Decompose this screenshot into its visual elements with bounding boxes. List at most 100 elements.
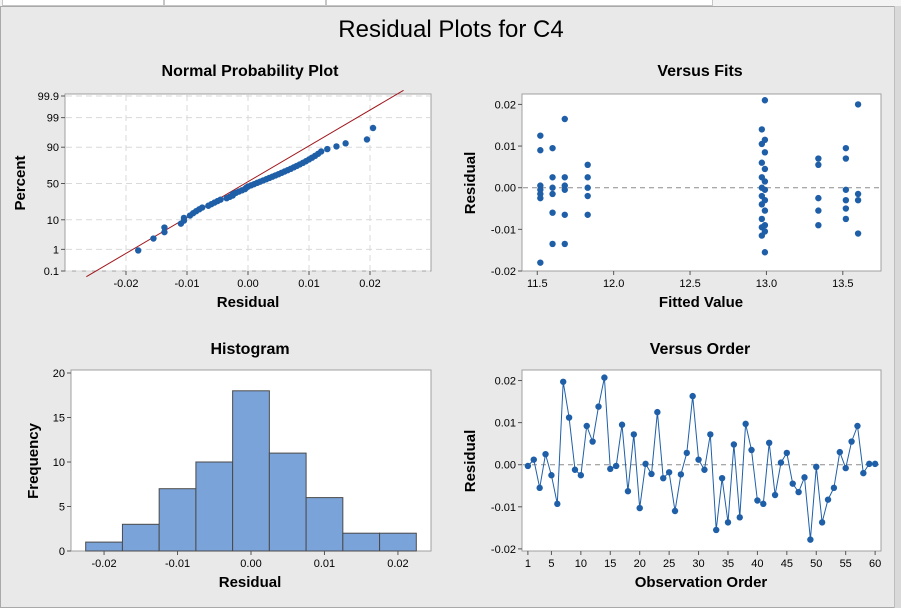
fits-plot-point	[854, 197, 862, 204]
order-plot-point	[718, 474, 726, 482]
versus-order-plot: Versus Order 1 5 10 15 20 25 30 35 40 45 50 55 60 -0…	[462, 341, 882, 591]
histogram-bar	[121, 523, 160, 552]
order-plot-point	[830, 484, 838, 492]
order-y-tick-label: -0.02	[491, 544, 516, 556]
normal-y-tick-label: 1	[53, 244, 59, 256]
fits-plot-point	[758, 159, 766, 166]
fits-plot-y-axis: -0.02 -0.01 0.00 0.01 0.02	[491, 99, 522, 278]
normal-x-tick-label: -0.02	[113, 278, 138, 290]
normal-x-tick-label: 0.02	[359, 278, 380, 290]
normal-x-tick-label: 0.00	[237, 278, 258, 290]
fits-plot-point	[761, 228, 769, 235]
fits-plot-point	[761, 97, 769, 104]
order-x-tick-label: 50	[810, 558, 822, 570]
normal-plot-y-axis: 0.1 1 10 50 90 99 99.9	[38, 91, 65, 278]
histogram-ylabel: Frequency	[25, 422, 42, 499]
order-x-tick-label: 55	[840, 558, 852, 570]
order-plot-point	[607, 465, 614, 473]
fits-plot-points	[537, 97, 862, 266]
normal-plot-ylabel: Percent	[12, 155, 29, 210]
fits-plot-point	[549, 174, 556, 181]
fits-plot-point	[854, 230, 862, 237]
fits-plot-point	[549, 144, 556, 152]
order-plot-point	[548, 472, 555, 479]
histogram-bar	[158, 488, 197, 552]
order-plot-point	[777, 459, 785, 466]
fits-x-tick-label: 13.5	[832, 278, 853, 290]
histogram-bar	[379, 532, 417, 552]
order-y-tick-label: 0.00	[495, 460, 516, 472]
window-tab[interactable]	[2, 0, 164, 6]
order-plot-point	[671, 507, 679, 515]
order-plot-point	[589, 438, 596, 445]
order-plot-point	[842, 464, 849, 472]
order-plot-point	[559, 378, 567, 385]
normal-y-tick-label: 99	[47, 113, 59, 125]
order-plot-point	[795, 488, 802, 496]
hist-y-tick-label: 5	[59, 502, 65, 514]
right-scrollbar[interactable]	[894, 6, 901, 608]
order-x-tick-label: 40	[751, 558, 763, 570]
normal-y-tick-label: 0.1	[44, 266, 59, 278]
order-x-tick-label: 25	[663, 558, 675, 570]
normal-plot-point	[199, 204, 206, 211]
hist-y-tick-label: 0	[59, 546, 65, 558]
order-plot-points	[524, 374, 879, 543]
order-plot-point	[577, 472, 585, 479]
fits-plot-point	[842, 215, 850, 223]
order-plot-point	[701, 466, 708, 473]
fits-y-tick-label: 0.02	[495, 99, 516, 111]
order-plot-point	[707, 431, 714, 438]
order-plot-point	[871, 460, 879, 468]
normal-plot-grid	[66, 95, 430, 272]
order-plot-point	[595, 403, 602, 410]
order-x-tick-label: 20	[634, 558, 646, 570]
fits-plot-ylabel: Residual	[462, 152, 479, 215]
order-plot-point	[765, 439, 773, 447]
histogram-bar	[232, 390, 270, 552]
order-plot-point	[736, 514, 743, 521]
order-plot-point	[565, 414, 573, 421]
fits-plot-point	[815, 161, 822, 168]
order-plot-title: Versus Order	[650, 341, 751, 358]
fits-plot-point	[815, 207, 822, 214]
fits-y-tick-label: -0.01	[491, 224, 516, 236]
hist-y-tick-label: 15	[53, 413, 65, 425]
fits-plot-point	[761, 165, 769, 173]
order-series-line	[527, 377, 876, 540]
order-plot-point	[801, 474, 808, 481]
fits-plot-point	[842, 205, 850, 212]
normal-plot-point	[161, 224, 168, 231]
normal-y-tick-label: 10	[47, 215, 59, 227]
order-plot-point	[554, 500, 561, 508]
order-plot-point	[730, 441, 738, 448]
fits-plot-point	[561, 115, 568, 123]
order-x-tick-label: 35	[722, 558, 734, 570]
fits-y-tick-label: 0.00	[495, 183, 516, 195]
normal-plot-point	[363, 136, 371, 143]
fits-plot-point	[584, 184, 591, 191]
order-plot-point	[848, 438, 855, 445]
fits-plot-point	[561, 240, 568, 248]
order-plot-point	[654, 408, 661, 416]
fits-plot-point	[561, 186, 568, 193]
fits-plot-point	[584, 192, 591, 200]
window-tab[interactable]	[326, 0, 713, 6]
fits-plot-point	[561, 211, 568, 218]
normal-y-tick-label: 50	[47, 179, 59, 191]
order-x-tick-label: 5	[548, 558, 554, 570]
window-tab[interactable]	[164, 0, 326, 6]
order-y-tick-label: -0.01	[491, 502, 516, 514]
fits-plot-point	[815, 194, 822, 202]
order-plot-point	[683, 449, 690, 457]
order-plot-point	[689, 392, 696, 400]
order-plot-point	[818, 519, 826, 526]
normal-plot-point	[135, 247, 142, 254]
order-plot-point	[807, 536, 814, 543]
normal-x-tick-label: 0.01	[298, 278, 319, 290]
order-plot-point	[571, 466, 579, 473]
order-plot-point	[618, 421, 626, 428]
hist-x-tick-label: -0.01	[165, 558, 190, 570]
order-plot-point	[530, 456, 537, 463]
normal-plot-point	[333, 143, 340, 150]
